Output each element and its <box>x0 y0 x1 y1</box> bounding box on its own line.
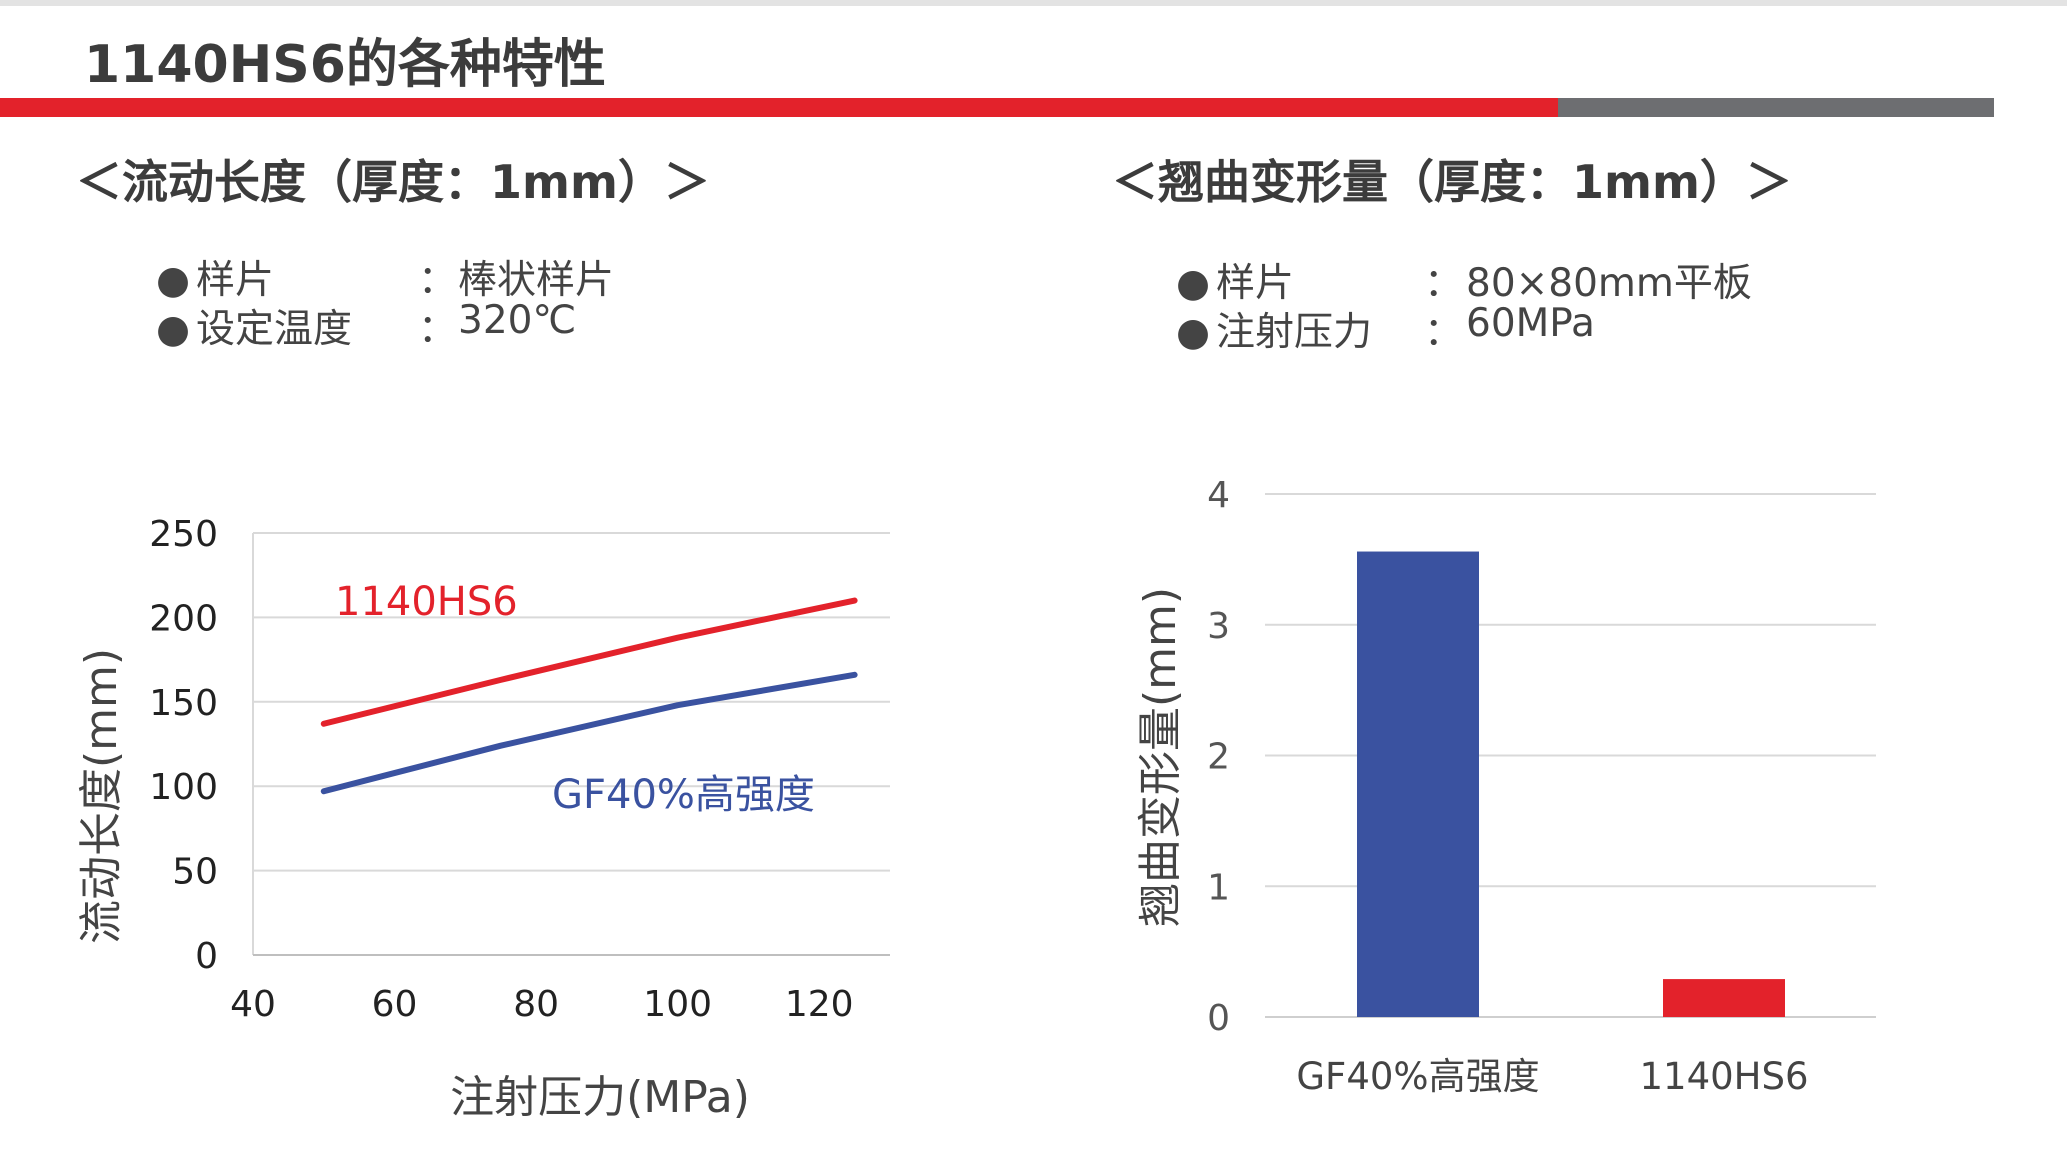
series-label: GF40%高强度 <box>552 772 815 818</box>
series-label: 1140HS6 <box>335 579 518 625</box>
condition-label: 样片 <box>1216 261 1295 306</box>
y-axis-title: 翘曲变形量(mm) <box>1135 587 1186 927</box>
x-tick-label: 120 <box>785 984 854 1025</box>
y-tick-label: 250 <box>149 514 218 555</box>
y-tick-label: 0 <box>195 936 218 977</box>
bullet-icon: ● <box>156 258 191 303</box>
warp-condition-row: ● 样片 ： 80×80mm平板 <box>1176 252 1752 308</box>
flow-section-title: ＜流动长度（厚度：1mm）＞ <box>76 155 710 209</box>
flow-length-line-chart: 0 50 100 150 200 250 40 60 80 100 120 注射压力(MPa) 流动长度… <box>76 514 890 1123</box>
condition-value: 80×80mm平板 <box>1466 261 1752 306</box>
y-tick-label: 2 <box>1207 737 1230 778</box>
series-line <box>320 671 858 795</box>
y-axis-title: 流动长度(mm) <box>76 648 127 944</box>
category-label: GF40%高强度 <box>1296 1055 1539 1098</box>
warpage-bar-chart: 0 1 2 3 4 翘曲变形量(mm) GF40%高强度 1140HS6 <box>1135 475 1876 1098</box>
y-tick-label: 0 <box>1207 998 1230 1039</box>
bullet-icon: ● <box>156 307 191 352</box>
x-tick-label: 80 <box>513 984 559 1025</box>
bullet-icon: ● <box>1176 261 1211 306</box>
x-axis-title: 注射压力(MPa) <box>450 1072 750 1123</box>
condition-separator: ： <box>1424 261 1464 306</box>
title-accent-bar-gray <box>1558 98 1994 117</box>
flow-condition-row: ● 样片 ： 棒状样片 <box>156 249 614 305</box>
warp-condition-row: ● 注射压力 ： 60MPa <box>1176 301 1595 357</box>
condition-value: 60MPa <box>1466 301 1595 346</box>
y-tick-label: 1 <box>1207 867 1230 908</box>
category-label: 1140HS6 <box>1639 1055 1808 1098</box>
page-title: 1140HS6的各种特性 <box>84 35 606 95</box>
flow-condition-row: ● 设定温度 ： 320℃ <box>156 298 576 354</box>
title-accent-bar-red <box>0 98 1558 117</box>
bullet-icon: ● <box>1176 310 1211 355</box>
y-tick-label: 4 <box>1207 475 1230 516</box>
y-tick-label: 3 <box>1207 606 1230 647</box>
x-tick-label: 60 <box>372 984 418 1025</box>
y-tick-label: 50 <box>172 852 218 893</box>
condition-label: 样片 <box>196 258 275 303</box>
condition-separator: ： <box>418 307 458 352</box>
x-tick-label: 40 <box>230 984 276 1025</box>
condition-value: 棒状样片 <box>458 258 615 303</box>
condition-separator: ： <box>418 258 458 303</box>
x-tick-label: 100 <box>643 984 712 1025</box>
top-rule <box>0 0 2067 6</box>
bar <box>1663 979 1785 1017</box>
condition-label: 注射压力 <box>1216 310 1373 355</box>
condition-value: 320℃ <box>458 298 577 343</box>
bar <box>1357 551 1479 1017</box>
y-tick-label: 100 <box>149 767 218 808</box>
warp-section-title: ＜翘曲变形量（厚度：1mm）＞ <box>1112 155 1792 209</box>
condition-separator: ： <box>1424 310 1464 355</box>
y-tick-label: 200 <box>149 598 218 639</box>
y-tick-label: 150 <box>149 683 218 724</box>
condition-label: 设定温度 <box>196 307 353 352</box>
series-line <box>320 597 858 727</box>
